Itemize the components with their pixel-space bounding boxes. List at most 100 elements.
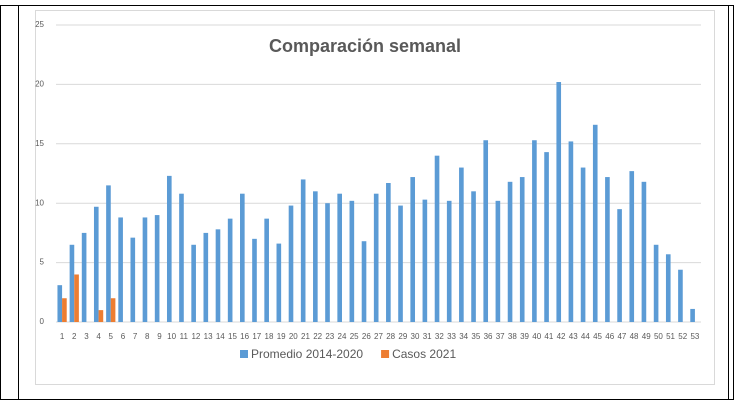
x-tick-label: 17	[252, 332, 261, 341]
bar	[313, 191, 318, 322]
x-tick-label: 28	[386, 332, 395, 341]
bar	[410, 177, 416, 322]
x-tick-label: 47	[617, 332, 626, 341]
x-tick-label: 3	[84, 332, 89, 341]
x-tick-label: 53	[690, 332, 699, 341]
x-tick-label: 22	[313, 332, 322, 341]
x-tick-label: 10	[167, 332, 176, 341]
bar	[446, 200, 452, 322]
bar	[98, 310, 104, 322]
x-tick-label: 33	[447, 332, 456, 341]
x-tick-label: 2	[72, 332, 77, 341]
x-tick-label: 25	[350, 332, 359, 341]
bar	[459, 167, 464, 322]
bar	[605, 177, 610, 322]
x-tick-label: 8	[145, 332, 150, 341]
bar	[264, 218, 269, 322]
bar	[130, 237, 136, 322]
bar	[106, 185, 111, 322]
x-tick-label: 19	[277, 332, 286, 341]
x-tick-label: 49	[642, 332, 651, 341]
x-tick-label: 46	[605, 332, 614, 341]
bar	[519, 177, 525, 322]
bar	[191, 244, 196, 322]
x-tick-label: 6	[121, 332, 126, 341]
legend-label: Promedio 2014-2020	[251, 347, 363, 361]
x-tick-label: 37	[496, 332, 505, 341]
bar	[373, 193, 379, 322]
x-tick-label: 39	[520, 332, 529, 341]
x-tick-label: 48	[630, 332, 639, 341]
x-tick-label: 16	[240, 332, 249, 341]
bar	[678, 269, 683, 322]
x-tick-label: 23	[325, 332, 334, 341]
x-tick-label: 24	[338, 332, 347, 341]
bar	[641, 181, 647, 322]
bar	[398, 205, 403, 322]
x-tick-label: 11	[180, 332, 189, 341]
bar	[386, 183, 391, 322]
x-tick-label: 35	[471, 332, 480, 341]
bar	[422, 199, 428, 322]
bar	[166, 175, 172, 322]
bar	[215, 229, 221, 322]
x-tick-label: 50	[654, 332, 663, 341]
y-tick-label: 25	[35, 20, 44, 29]
x-tick-label: 12	[191, 332, 200, 341]
bar	[580, 167, 586, 322]
x-tick-label: 42	[557, 332, 566, 341]
x-tick-label: 36	[484, 332, 493, 341]
x-tick-label: 27	[374, 332, 383, 341]
x-tick-label: 30	[411, 332, 420, 341]
x-tick-label: 52	[678, 332, 687, 341]
x-tick-label: 41	[544, 332, 553, 341]
x-tick-label: 29	[398, 332, 407, 341]
bar	[179, 193, 184, 322]
x-tick-label: 20	[289, 332, 298, 341]
y-tick-label: 10	[35, 198, 44, 207]
bar	[568, 141, 574, 322]
y-tick-label: 5	[40, 258, 45, 267]
bar	[532, 140, 537, 322]
bar	[361, 241, 367, 322]
bar	[74, 274, 79, 322]
bar	[337, 193, 342, 322]
bar	[556, 82, 562, 322]
bar	[483, 140, 489, 322]
bar	[154, 215, 160, 322]
x-tick-label: 13	[204, 332, 213, 341]
x-tick-label: 9	[157, 332, 162, 341]
bar	[57, 285, 63, 322]
bar	[544, 152, 549, 322]
x-tick-label: 26	[362, 332, 371, 341]
bar	[471, 191, 476, 322]
bar	[110, 298, 116, 322]
x-tick-label: 40	[532, 332, 541, 341]
y-tick-label: 15	[35, 139, 44, 148]
bar	[93, 206, 99, 322]
bar	[118, 217, 123, 322]
x-tick-label: 31	[423, 332, 432, 341]
bar	[288, 205, 294, 322]
x-tick-label: 5	[109, 332, 114, 341]
bar	[142, 217, 148, 322]
bar	[653, 244, 659, 322]
legend-swatch	[240, 350, 248, 358]
bar	[252, 238, 257, 322]
x-tick-label: 43	[569, 332, 578, 341]
bar	[349, 200, 355, 322]
legend-swatch	[381, 350, 390, 358]
bar	[227, 218, 233, 322]
x-tick-label: 1	[60, 332, 65, 341]
x-tick-label: 21	[301, 332, 310, 341]
bar	[617, 209, 622, 322]
legend-label: Casos 2021	[392, 347, 456, 361]
bar	[62, 298, 67, 322]
bar	[690, 308, 695, 322]
y-tick-label: 0	[40, 317, 45, 326]
x-tick-label: 4	[96, 332, 101, 341]
x-tick-label: 44	[581, 332, 590, 341]
bar	[665, 254, 671, 322]
bar	[495, 200, 501, 322]
bar	[629, 171, 635, 322]
